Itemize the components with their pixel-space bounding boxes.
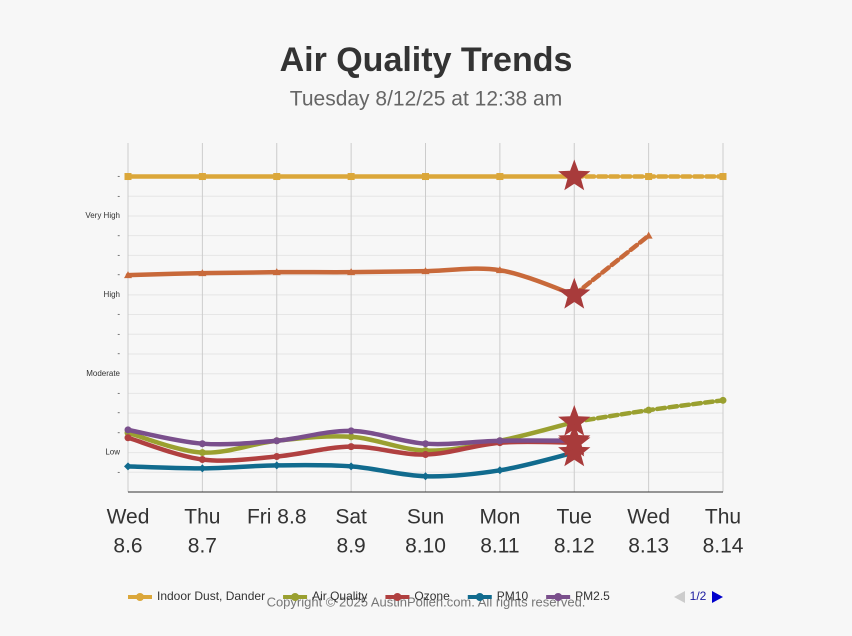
legend-label: Ozone bbox=[414, 589, 450, 603]
marker bbox=[347, 173, 355, 181]
marker bbox=[198, 440, 206, 448]
marker bbox=[645, 406, 653, 414]
marker bbox=[124, 434, 132, 442]
current-star bbox=[558, 277, 591, 309]
y-tick-label: High bbox=[104, 290, 120, 299]
copyright: Copyright © 2025 AustinPollen.com. All r… bbox=[267, 594, 586, 609]
y-tick-label: - bbox=[117, 191, 120, 200]
chart-title: Air Quality Trends bbox=[280, 41, 573, 79]
y-tick-label: Very High bbox=[85, 211, 120, 220]
legend-label: PM10 bbox=[497, 589, 529, 603]
marker bbox=[422, 440, 429, 448]
y-tick-label: Moderate bbox=[86, 369, 120, 378]
marker bbox=[272, 461, 281, 470]
x-tick-label: 8.10 bbox=[405, 535, 446, 558]
current-star bbox=[558, 435, 591, 467]
y-tick-label: Low bbox=[105, 448, 120, 457]
y-tick-label: - bbox=[117, 270, 120, 279]
x-tick-label: Sat bbox=[335, 506, 367, 529]
x-tick-label: Mon bbox=[479, 506, 520, 529]
marker bbox=[124, 462, 132, 471]
current-star bbox=[558, 159, 591, 191]
marker bbox=[124, 426, 132, 434]
marker bbox=[347, 433, 355, 441]
marker bbox=[645, 173, 653, 181]
x-tick-label: 8.6 bbox=[113, 535, 142, 558]
x-tick-label: 8.12 bbox=[554, 535, 595, 558]
marker bbox=[198, 464, 207, 473]
legend-prev bbox=[674, 591, 685, 603]
legend-marker bbox=[136, 593, 144, 601]
marker bbox=[422, 173, 429, 181]
legend-marker bbox=[291, 593, 300, 601]
legend-page: 1/2 bbox=[690, 589, 707, 603]
marker bbox=[422, 451, 429, 459]
x-tick-label: 8.11 bbox=[480, 535, 519, 558]
y-tick-label: - bbox=[117, 389, 120, 398]
marker bbox=[644, 231, 653, 239]
x-tick-label: Thu bbox=[184, 506, 220, 529]
marker bbox=[198, 269, 207, 277]
y-tick-label: - bbox=[117, 310, 120, 319]
y-tick-label: - bbox=[117, 428, 120, 437]
marker bbox=[124, 271, 132, 279]
marker bbox=[124, 173, 132, 181]
x-tick-label: Tue bbox=[557, 506, 592, 529]
marker bbox=[347, 427, 355, 435]
y-tick-label: - bbox=[117, 329, 120, 338]
legend-marker bbox=[554, 593, 563, 601]
marker bbox=[421, 267, 430, 275]
marker bbox=[347, 268, 356, 276]
x-tick-label: 8.7 bbox=[188, 535, 217, 558]
x-tick-label: Thu bbox=[705, 506, 741, 529]
y-tick-label: - bbox=[117, 349, 120, 358]
x-tick-label: 8.13 bbox=[628, 535, 669, 558]
marker bbox=[272, 268, 281, 276]
marker bbox=[719, 173, 727, 181]
marker bbox=[496, 437, 504, 445]
marker bbox=[198, 173, 206, 181]
marker bbox=[719, 396, 727, 404]
y-tick-label: - bbox=[117, 408, 120, 417]
marker bbox=[495, 466, 504, 475]
x-tick-label: 8.14 bbox=[703, 535, 744, 558]
x-tick-label: 8.9 bbox=[337, 535, 366, 558]
legend-label: Indoor Dust, Dander bbox=[157, 589, 265, 603]
marker bbox=[347, 443, 355, 451]
marker bbox=[198, 455, 206, 463]
y-tick-label: - bbox=[117, 467, 120, 476]
y-tick-label: - bbox=[117, 172, 120, 181]
legend-label: PM2.5 bbox=[575, 589, 610, 603]
x-tick-label: Fri 8.8 bbox=[247, 506, 307, 529]
current-star bbox=[558, 423, 591, 455]
y-tick-label: - bbox=[117, 231, 120, 240]
legend-marker bbox=[393, 593, 402, 601]
current-star bbox=[558, 405, 591, 436]
marker bbox=[347, 462, 356, 471]
forecast-line bbox=[572, 233, 651, 298]
marker bbox=[495, 266, 504, 274]
plot bbox=[124, 159, 727, 481]
legend-next[interactable] bbox=[712, 591, 723, 603]
marker bbox=[421, 472, 430, 481]
marker bbox=[273, 437, 281, 445]
marker bbox=[273, 453, 281, 461]
y-tick-label: - bbox=[117, 250, 120, 259]
legend: Indoor Dust, Dander Air Quality Ozone PM10 P… bbox=[128, 589, 723, 603]
marker bbox=[198, 449, 206, 457]
legend-marker bbox=[475, 593, 484, 601]
marker bbox=[496, 173, 504, 181]
legend-label: Air Quality bbox=[312, 589, 367, 603]
chart-subtitle: Tuesday 8/12/25 at 12:38 am bbox=[290, 88, 562, 111]
x-tick-label: Wed bbox=[627, 506, 670, 529]
grid: - Low - - - Moderate - - - High - - - Very High - - Wed 8… bbox=[85, 143, 744, 558]
marker bbox=[273, 173, 281, 181]
x-tick-label: Sun bbox=[407, 506, 444, 529]
x-tick-label: Wed bbox=[107, 506, 150, 529]
